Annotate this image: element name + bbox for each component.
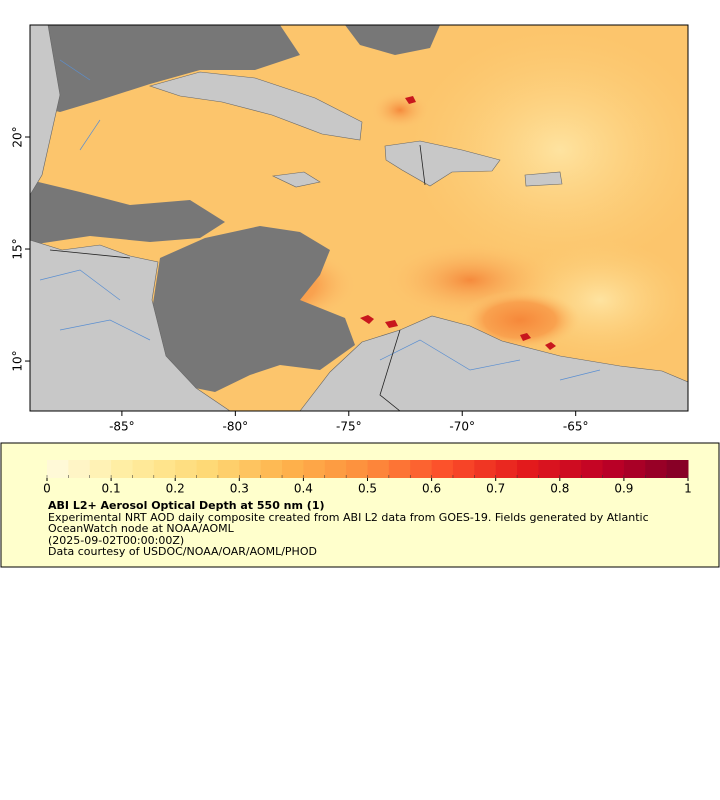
colorbar-swatch	[282, 460, 304, 478]
colorbar-swatch	[581, 460, 604, 478]
colorbar-swatch	[517, 460, 539, 478]
y-tick-label: 10°	[11, 350, 25, 371]
colorbar-swatch	[367, 460, 390, 478]
legend-description: Experimental NRT AOD daily composite cre…	[48, 510, 649, 535]
land	[148, 71, 363, 141]
colorbar-tick-label: 0.3	[230, 482, 249, 496]
legend-date: (2025-09-02T00:00:00Z)	[48, 533, 185, 547]
cloud-mask	[30, 25, 300, 112]
colorbar-swatch	[602, 460, 625, 478]
x-tick-label: -85°	[109, 420, 135, 434]
aod-patch	[370, 90, 430, 130]
cloud-mask	[345, 25, 440, 55]
colorbar-tick-label: 0.1	[102, 482, 121, 496]
land	[30, 25, 61, 196]
colorbar-swatch	[452, 460, 475, 478]
colorbar-tick-label: 0.9	[614, 482, 633, 496]
colorbar-tick-label: 1	[684, 482, 692, 496]
legend-credit: Data courtesy of USDOC/NOAA/OAR/AOML/PHO…	[48, 545, 317, 558]
colorbar-tick-label: 0.8	[550, 482, 569, 496]
colorbar-swatch	[559, 460, 582, 478]
colorbar-swatch	[346, 460, 368, 478]
aod-patch	[410, 30, 688, 270]
y-tick-label: 20°	[11, 126, 25, 147]
land	[271, 171, 321, 188]
x-tick-label: -75°	[336, 420, 362, 434]
legend-title: ABI L2+ Aerosol Optical Depth at 550 nm …	[48, 499, 325, 512]
cloud-mask	[30, 180, 225, 245]
x-tick-label: -80°	[223, 420, 249, 434]
colorbar-swatch	[239, 460, 262, 478]
land	[384, 140, 501, 187]
colorbar-swatch	[217, 460, 240, 478]
colorbar-swatch	[153, 460, 176, 478]
map-frame	[29, 24, 689, 412]
map-imagery	[30, 25, 688, 411]
colorbar-swatch	[89, 460, 112, 478]
colorbar-swatch	[410, 460, 433, 478]
x-tick-label: -70°	[449, 420, 475, 434]
colorbar-swatch	[623, 460, 646, 478]
colorbar-tick-label: 0.2	[166, 482, 185, 496]
aod-patch	[460, 290, 580, 350]
colorbar-tick-label: 0	[43, 482, 51, 496]
colorbar-swatch	[666, 460, 689, 478]
y-tick-label: 15°	[11, 238, 25, 259]
colorbar-swatch	[260, 460, 283, 478]
colorbar-swatch	[495, 460, 518, 478]
colorbar-swatch	[645, 460, 668, 478]
colorbar-swatch	[431, 460, 454, 478]
land	[524, 171, 563, 187]
legend-text: ABI L2+ Aerosol Optical Depth at 550 nm …	[48, 500, 688, 558]
colorbar-tick-label: 0.6	[422, 482, 441, 496]
x-tick-label: -65°	[563, 420, 589, 434]
colorbar-swatch	[538, 460, 561, 478]
colorbar-swatch	[474, 460, 497, 478]
colorbar-swatch	[175, 460, 198, 478]
colorbar-swatch	[68, 460, 91, 478]
cloud-mask	[152, 226, 355, 392]
colorbar-swatch	[132, 460, 155, 478]
colorbar-tick-label: 0.5	[358, 482, 377, 496]
colorbar-swatch	[196, 460, 219, 478]
river	[39, 59, 601, 381]
colorbar-swatch	[303, 460, 326, 478]
border	[49, 144, 426, 411]
colorbar-swatch	[47, 460, 69, 478]
colorbar-swatch	[388, 460, 411, 478]
colorbar-tick-label: 0.7	[486, 482, 505, 496]
colorbar-swatch	[111, 460, 133, 478]
land	[30, 239, 231, 411]
colorbar-swatch	[324, 460, 347, 478]
colorbar-tick-label: 0.4	[294, 482, 313, 496]
